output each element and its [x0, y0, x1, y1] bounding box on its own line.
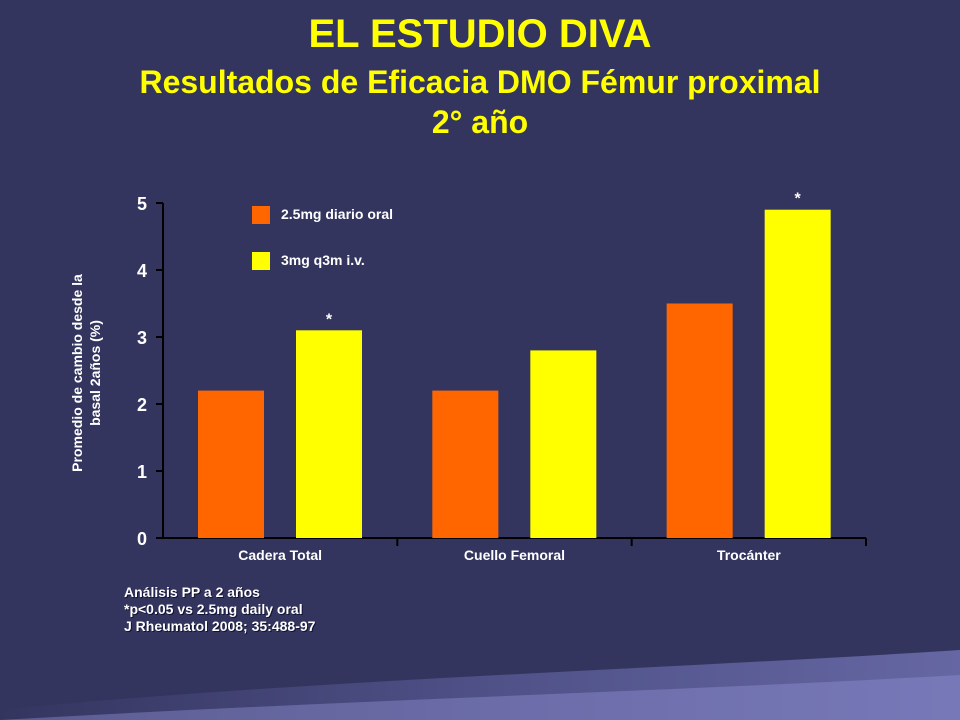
y-tick-label: 2 [137, 395, 147, 415]
bar [530, 350, 597, 538]
x-tick-label: Cuello Femoral [464, 547, 565, 563]
y-tick-label: 4 [137, 261, 147, 281]
significance-marker: * [326, 311, 333, 328]
y-axis-label-line: Promedio de cambio desde la [69, 274, 85, 472]
subtitle-line-2: 2° año [431, 104, 529, 140]
y-tick-label: 1 [137, 462, 147, 482]
legend-label: 3mg q3m i.v. [281, 252, 365, 268]
subtitle-line-1: Resultados de Eficacia DMO Fémur proxima… [139, 64, 821, 100]
y-tick-label: 5 [137, 194, 147, 214]
footnote-reference: J Rheumatol 2008; 35:488-97 [124, 618, 316, 634]
legend-swatch [252, 206, 270, 224]
y-tick-label: 0 [137, 529, 147, 549]
bar [432, 390, 499, 538]
legend-label: 2.5mg diario oral [281, 206, 393, 222]
x-tick-label: Cadera Total [238, 547, 322, 563]
footnote-significance: *p<0.05 vs 2.5mg daily oral [124, 601, 303, 617]
x-tick-label: Trocánter [717, 547, 781, 563]
y-axis-label-line: basal 2años (%) [87, 320, 103, 426]
footnote-analysis: Análisis PP a 2 años [124, 584, 260, 600]
significance-marker: * [795, 191, 802, 208]
y-axis-label: Promedio de cambio desde la basal 2años (… [69, 274, 103, 472]
slide-title: EL ESTUDIO DIVA [308, 12, 652, 56]
footnotes: Análisis PP a 2 años *p<0.05 vs 2.5mg da… [124, 584, 315, 635]
y-tick-label: 3 [137, 328, 147, 348]
slide-subtitle: Resultados de Eficacia DMO Fémur proxima… [0, 62, 960, 142]
bar [764, 209, 831, 538]
bar [296, 330, 362, 538]
bar [198, 390, 264, 538]
legend-swatch [252, 252, 270, 270]
bar [666, 303, 733, 538]
decorative-swoosh [0, 650, 960, 720]
